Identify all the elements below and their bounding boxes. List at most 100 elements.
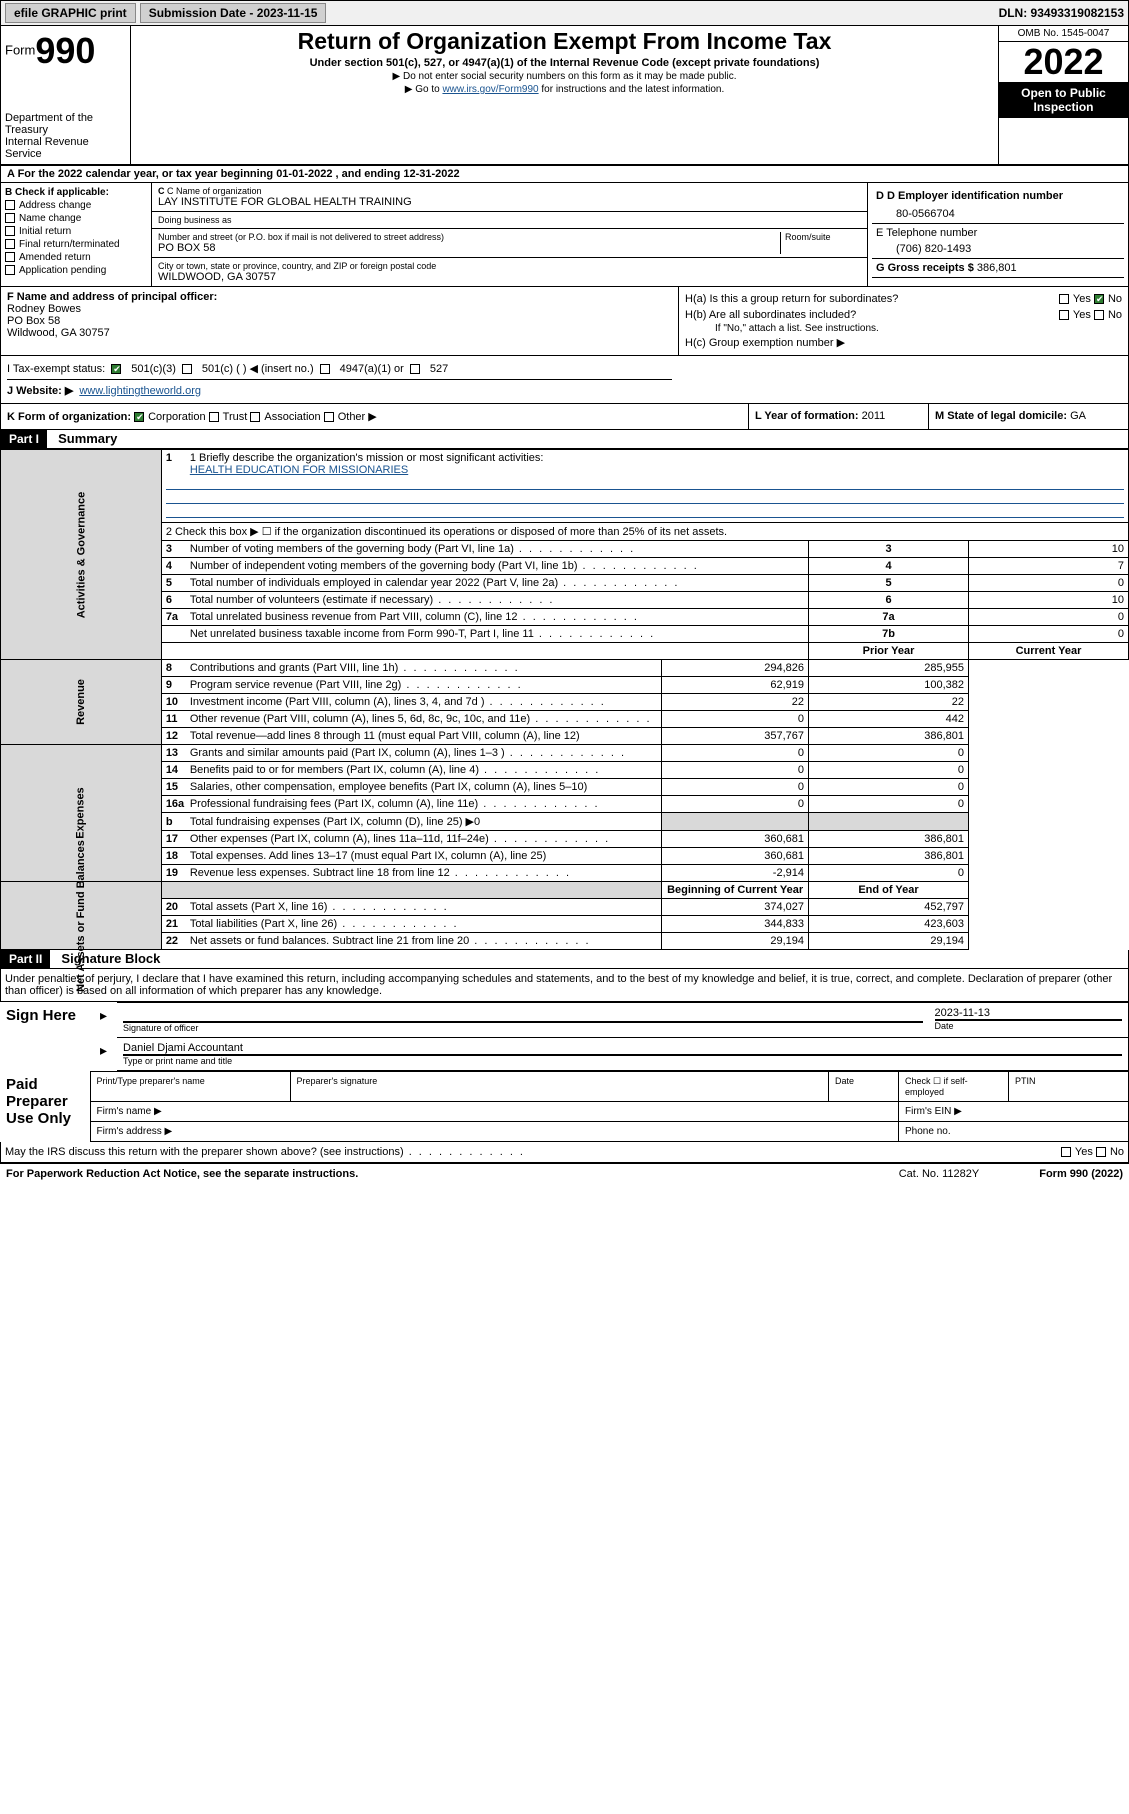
e16a-text: Professional fundraising fees (Part IX, … (190, 798, 600, 810)
n22-cur: 29,194 (809, 933, 969, 950)
chk-other[interactable] (324, 412, 334, 422)
part2-header: Part II (1, 950, 50, 968)
hb-label: H(b) Are all subordinates included? (685, 309, 856, 321)
p-check-label: Check ☐ if self-employed (899, 1072, 1009, 1102)
room-label: Room/suite (781, 232, 861, 254)
ln6-code: 6 (809, 592, 969, 609)
paid-preparer-table: Paid Preparer Use Only Print/Type prepar… (0, 1071, 1129, 1142)
chk-initial-return[interactable] (5, 226, 15, 236)
part1-header: Part I (1, 430, 47, 448)
j-label: J Website: ▶ (7, 384, 73, 397)
ln7a-text: Total unrelated business revenue from Pa… (190, 611, 639, 623)
r10-no: 10 (166, 696, 190, 708)
chk-4947[interactable] (320, 364, 330, 374)
e17-prior: 360,681 (662, 831, 809, 848)
irs-link[interactable]: www.irs.gov/Form990 (442, 84, 538, 95)
r10-cur: 22 (809, 694, 969, 711)
opt-4947: 4947(a)(1) or (340, 363, 404, 375)
p-sig-label: Preparer's signature (290, 1072, 829, 1102)
footer-center: Cat. No. 11282Y (899, 1168, 980, 1180)
note-ssn: ▶ Do not enter social security numbers o… (137, 71, 992, 82)
r10-text: Investment income (Part VIII, column (A)… (190, 696, 606, 708)
sig-name-label: Type or print name and title (123, 1054, 1122, 1066)
hc-label: H(c) Group exemption number ▶ (685, 336, 845, 349)
n21-no: 21 (166, 918, 190, 930)
tax-year: 2022 (999, 42, 1128, 82)
discuss-yes[interactable] (1061, 1147, 1071, 1157)
ln7a-no: 7a (166, 611, 190, 623)
sig-officer-label: Signature of officer (123, 1021, 922, 1033)
rev-sidelabel: Revenue (75, 679, 87, 725)
net-sidelabel: Net Assets or Fund Balances (75, 840, 87, 992)
chk-assoc[interactable] (250, 412, 260, 422)
e14-text: Benefits paid to or for members (Part IX… (190, 764, 601, 776)
phone-value: (706) 820-1493 (876, 239, 1120, 255)
chk-name-change[interactable] (5, 213, 15, 223)
e18-text: Total expenses. Add lines 13–17 (must eq… (190, 850, 546, 862)
hb-no[interactable] (1094, 310, 1104, 320)
opt-assoc: Association (264, 411, 320, 423)
e19-prior: -2,914 (662, 865, 809, 882)
mission-text: HEALTH EDUCATION FOR MISSIONARIES (190, 464, 1124, 476)
p-ein-label: Firm's EIN ▶ (899, 1102, 1129, 1122)
chk-corp[interactable] (134, 412, 144, 422)
irs: Internal Revenue Service (5, 136, 126, 160)
l-label: L Year of formation: (755, 410, 859, 422)
ha-label: H(a) Is this a group return for subordin… (685, 293, 898, 305)
chk-527[interactable] (410, 364, 420, 374)
e15-text: Salaries, other compensation, employee b… (190, 781, 587, 793)
chk-label-1: Name change (19, 213, 81, 224)
name-label: C Name of organization (167, 186, 262, 196)
e18-prior: 360,681 (662, 848, 809, 865)
opt-other: Other ▶ (338, 411, 377, 423)
dba-label: Doing business as (158, 215, 861, 225)
form-number: 990 (35, 30, 95, 71)
ln7a-val: 0 (969, 609, 1129, 626)
officer-addr2: Wildwood, GA 30757 (7, 327, 672, 339)
website-link[interactable]: www.lightingtheworld.org (79, 385, 201, 397)
chk-501c[interactable] (182, 364, 192, 374)
ln4-no: 4 (166, 560, 190, 572)
r8-cur: 285,955 (809, 660, 969, 677)
chk-address-change[interactable] (5, 200, 15, 210)
n22-prior: 29,194 (662, 933, 809, 950)
ln4-text: Number of independent voting members of … (190, 560, 699, 572)
n21-cur: 423,603 (809, 916, 969, 933)
col-d-ein: D D Employer identification number 80-05… (868, 183, 1128, 286)
ln5-code: 5 (809, 575, 969, 592)
opt-corp: Corporation (148, 411, 205, 423)
chk-app-pending[interactable] (5, 265, 15, 275)
paid-label: Paid Preparer Use Only (0, 1072, 90, 1142)
r11-no: 11 (166, 713, 190, 725)
l-value: 2011 (862, 410, 886, 422)
part1-title: Summary (50, 431, 117, 446)
ln5-no: 5 (166, 577, 190, 589)
e14-cur: 0 (809, 762, 969, 779)
discuss-no[interactable] (1096, 1147, 1106, 1157)
chk-trust[interactable] (209, 412, 219, 422)
chk-label-3: Final return/terminated (19, 239, 120, 250)
ha-no[interactable] (1094, 294, 1104, 304)
r8-no: 8 (166, 662, 190, 674)
ln4-val: 7 (969, 558, 1129, 575)
chk-501c3[interactable] (111, 364, 121, 374)
gross-label: G Gross receipts $ (876, 262, 974, 274)
chk-amended[interactable] (5, 252, 15, 262)
e13-no: 13 (166, 747, 190, 759)
ln3-code: 3 (809, 541, 969, 558)
sign-here-table: Sign Here Signature of officer 2023-11-1… (0, 1002, 1129, 1071)
n20-no: 20 (166, 901, 190, 913)
ha-yes[interactable] (1059, 294, 1069, 304)
arrow-icon2 (96, 1046, 111, 1058)
current-header: Current Year (969, 643, 1129, 660)
city-label: City or town, state or province, country… (158, 261, 861, 271)
sig-date-value: 2023-11-13 (935, 1007, 1123, 1019)
sig-name-value: Daniel Djami Accountant (123, 1042, 1122, 1054)
footer: For Paperwork Reduction Act Notice, see … (0, 1163, 1129, 1184)
e14-no: 14 (166, 764, 190, 776)
r12-no: 12 (166, 730, 190, 742)
opt-trust: Trust (223, 411, 248, 423)
chk-final-return[interactable] (5, 239, 15, 249)
penalties-text: Under penalties of perjury, I declare th… (0, 969, 1129, 1002)
hb-yes[interactable] (1059, 310, 1069, 320)
